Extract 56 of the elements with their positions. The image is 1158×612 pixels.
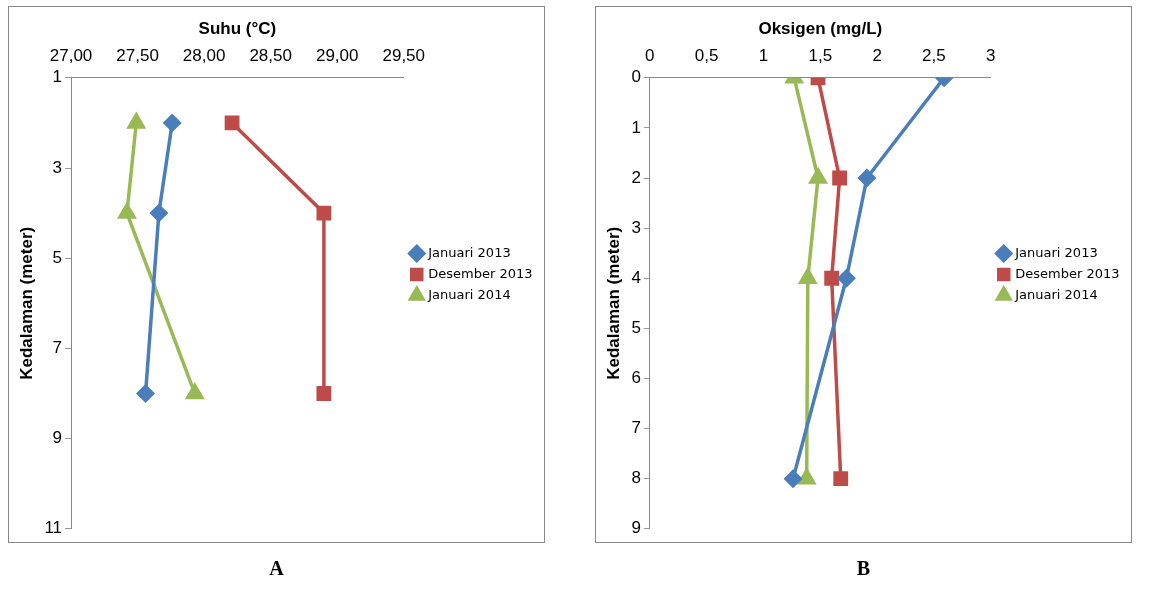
point [163,114,181,132]
y-tick-label: 3 [52,157,63,177]
x-tick-label: 29,50 [382,46,426,66]
legend-label: Januari 2013 [427,244,511,260]
x-tick-label: 1,5 [808,46,833,66]
y-tick-label: 5 [52,247,63,267]
y-axis-title: Kedalaman (meter) [603,226,623,380]
y-tick-label: 5 [631,318,641,338]
point [224,115,240,131]
point [127,113,145,129]
x-tick-label: 28,50 [249,46,292,66]
point [824,270,840,286]
x-tick-label: 28,00 [182,46,226,66]
y-tick-label: 7 [52,338,63,358]
y-tick-label: 6 [631,368,641,388]
x-tick-label: 3 [986,46,996,66]
x-tick-label: 1 [758,46,769,66]
point [186,383,204,400]
legend-label: Desember 2013 [1015,265,1120,281]
point [150,204,168,222]
x-tick-label: 0 [645,46,655,66]
text: B [856,557,871,580]
legend-label: Januari 2014 [427,286,511,302]
y-tick-label: 1 [631,117,641,137]
point [797,468,816,485]
y-tick-label: 2 [631,167,641,187]
y-axis-title: Kedalaman (meter) [16,226,36,380]
point [316,386,332,401]
y-tick-label: 9 [52,428,63,448]
y-tick-label: 9 [631,518,641,538]
x-tick-label: 0,5 [694,46,719,66]
legend-label: Desember 2013 [428,265,533,281]
point [832,170,848,186]
y-tick-label: 0 [631,67,641,87]
y-tick-label: 4 [631,267,641,287]
point [858,169,876,187]
x-tick-label: 2,5 [922,46,946,66]
legend-label: Januari 2014 [1014,286,1098,302]
text: A [269,557,284,580]
y-tick-label: 7 [631,418,641,438]
x-tick-label: 27,00 [49,46,93,66]
x-tick-label: 29,00 [315,46,359,66]
y-tick-label: 3 [631,217,641,237]
point [784,469,802,488]
y-tick-label: 8 [631,468,641,488]
point [837,269,856,287]
x-tick-label: 27,50 [116,46,159,66]
point [118,203,136,219]
point [136,384,155,403]
y-tick-label: 11 [44,518,63,538]
x-axis-title: Suhu (°C) [198,18,277,38]
x-axis-title: Oksigen (mg/L) [758,18,883,38]
point [316,205,332,221]
legend-label: Januari 2013 [1014,244,1098,260]
y-tick-label: 1 [52,67,63,87]
x-tick-label: 2 [872,46,882,66]
